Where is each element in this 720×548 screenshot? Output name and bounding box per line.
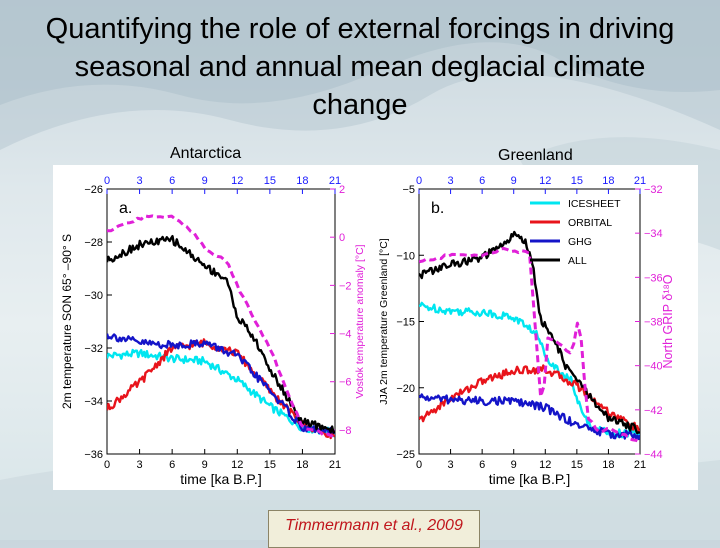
x-tick-label: 18 xyxy=(296,459,308,471)
x-tick-label: 18 xyxy=(602,459,614,471)
x-tick-label: 9 xyxy=(511,459,517,471)
plot-frame xyxy=(106,188,336,455)
x-axis-title: time [ka B.P.] xyxy=(180,471,261,487)
top-tick-label: 6 xyxy=(169,175,175,187)
series-line-all xyxy=(419,230,640,435)
y2-tick-label: −36 xyxy=(644,272,663,284)
y-tick-label: −28 xyxy=(84,237,103,249)
y2-axis-title: Vostok temperature anomaly [°C] xyxy=(354,244,366,398)
top-tick-label: 15 xyxy=(571,175,583,187)
x-tick-label: 0 xyxy=(104,459,110,471)
top-tick-label: 0 xyxy=(104,175,110,187)
slide-title: Quantifying the role of external forcing… xyxy=(0,10,720,124)
y-axis-title: JJA 2m temperature Greenland [°C] xyxy=(378,238,390,405)
x-tick-label: 12 xyxy=(231,459,243,471)
y-tick-label: −20 xyxy=(396,383,415,395)
top-tick-label: 6 xyxy=(479,175,485,187)
figure-panel: 0 3 6 9 12 15 18 21 0 3 6 9 12 15 18 21 −36 −34 −32 −30 −28 −… xyxy=(53,165,698,490)
citation: Timmermann et al., 2009 xyxy=(268,510,480,548)
y2-tick-label: 0 xyxy=(339,232,345,244)
chart-svg: 0 3 6 9 12 15 18 21 0 3 6 9 12 15 18 21 −36 −34 −32 −30 −28 −… xyxy=(60,175,675,487)
legend-entry: ALL xyxy=(568,255,587,267)
top-tick-label: 18 xyxy=(602,175,614,187)
top-tick-label: 9 xyxy=(202,175,208,187)
top-tick-label: 21 xyxy=(329,175,341,187)
series-line-vostok-proxy xyxy=(107,214,335,440)
x-tick-label: 3 xyxy=(448,459,454,471)
title-line-1: Quantifying the role of external forcing… xyxy=(45,13,675,45)
legend-entry: ICESHEET xyxy=(568,198,621,210)
top-tick-label: 3 xyxy=(448,175,454,187)
series-group xyxy=(419,230,640,444)
y-tick-label: −5 xyxy=(402,184,415,196)
top-tick-label: 15 xyxy=(264,175,276,187)
y2-tick-label: 2 xyxy=(339,184,345,196)
x-tick-label: 15 xyxy=(264,459,276,471)
legend: ICESHEET ORBITAL GHG ALL xyxy=(530,198,621,267)
y-tick-label: −36 xyxy=(84,449,103,461)
y2-tick-label: −44 xyxy=(644,449,663,461)
y-tick-label: −30 xyxy=(84,290,103,302)
top-tick-label: 0 xyxy=(416,175,422,187)
y-tick-label: −26 xyxy=(84,184,103,196)
y2-tick-label: −38 xyxy=(644,317,663,329)
y-tick-label: −15 xyxy=(396,317,415,329)
x-tick-label: 6 xyxy=(479,459,485,471)
top-tick-label: 18 xyxy=(296,175,308,187)
chart-panel-b: 0 3 6 9 12 15 18 21 0 3 6 9 12 15 18 21 −25 −20 −15 −10 −5 −4… xyxy=(378,175,675,487)
y2-tick-label: −4 xyxy=(339,329,352,341)
chart-panel-a: 0 3 6 9 12 15 18 21 0 3 6 9 12 15 18 21 −36 −34 −32 −30 −28 −… xyxy=(60,175,366,487)
x-axis-title: time [ka B.P.] xyxy=(489,471,570,487)
x-tick-label: 21 xyxy=(634,459,646,471)
series-line-orbital xyxy=(419,364,640,434)
y2-tick-label: −34 xyxy=(644,228,663,240)
y2-axis-title: North GRIP δ¹⁸O xyxy=(661,274,675,368)
y2-tick-label: −32 xyxy=(644,184,663,196)
y-axis-title: 2m temperature SON 65° –90° S xyxy=(60,234,74,409)
panel-label: b. xyxy=(431,200,444,217)
top-tick-label: 9 xyxy=(511,175,517,187)
top-tick-label: 21 xyxy=(634,175,646,187)
series-line-all xyxy=(107,235,335,434)
label-antarctica: Antarctica xyxy=(170,145,242,162)
top-tick-label: 12 xyxy=(231,175,243,187)
series-line-ghg xyxy=(107,333,335,437)
top-tick-label: 3 xyxy=(137,175,143,187)
series-group xyxy=(107,214,335,440)
y-tick-label: −10 xyxy=(396,250,415,262)
legend-entry: GHG xyxy=(568,236,592,248)
label-greenland: Greenland xyxy=(498,147,573,164)
x-tick-label: 9 xyxy=(202,459,208,471)
y2-tick-label: −40 xyxy=(644,361,663,373)
panel-label: a. xyxy=(119,200,132,217)
y2-tick-label: −42 xyxy=(644,405,663,417)
x-tick-label: 0 xyxy=(416,459,422,471)
top-tick-label: 12 xyxy=(539,175,551,187)
y-tick-label: −34 xyxy=(84,396,103,408)
y2-tick-label: −2 xyxy=(339,280,352,292)
y2-tick-label: −6 xyxy=(339,377,352,389)
title-line-2: seasonal and annual mean deglacial clima… xyxy=(74,51,646,83)
y2-tick-label: −8 xyxy=(339,425,352,437)
x-tick-label: 3 xyxy=(137,459,143,471)
y-tick-label: −32 xyxy=(84,343,103,355)
x-tick-label: 15 xyxy=(571,459,583,471)
y-tick-label: −25 xyxy=(396,449,415,461)
x-tick-label: 12 xyxy=(539,459,551,471)
series-line-north-grip-proxy xyxy=(419,247,640,444)
x-tick-label: 21 xyxy=(329,459,341,471)
x-tick-label: 6 xyxy=(169,459,175,471)
title-line-3: change xyxy=(312,89,408,121)
legend-entry: ORBITAL xyxy=(568,217,612,229)
series-line-icesheet xyxy=(107,348,335,438)
